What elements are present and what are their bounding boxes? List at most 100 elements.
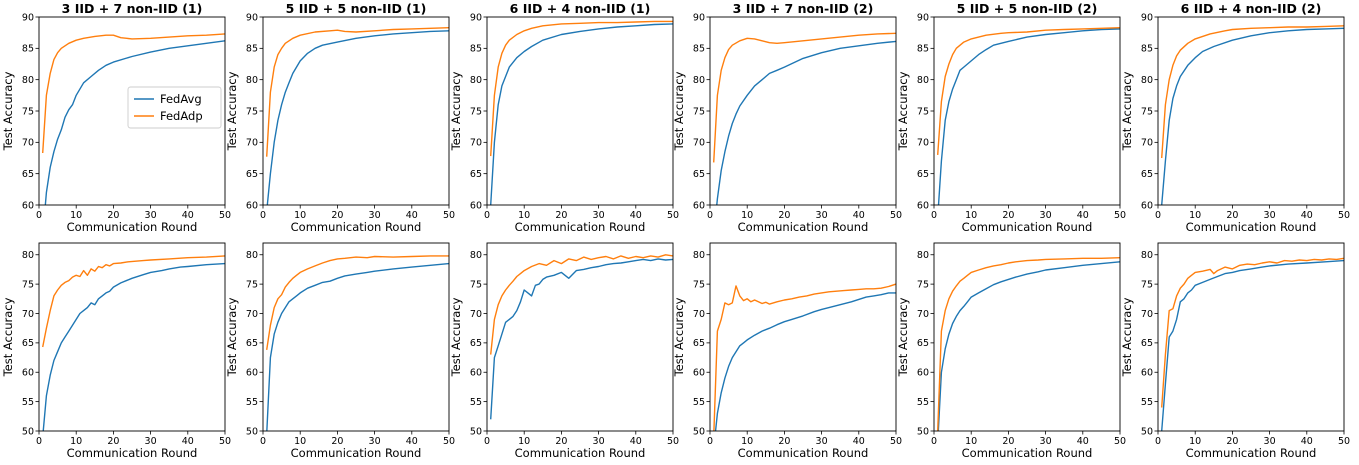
x-axis-label: Communication Round [738,220,869,234]
x-tick-label: 40 [182,210,194,221]
series-line-fedavg [714,292,896,431]
y-tick-label: 80 [470,75,482,86]
panel-3: 0 10 20 30 40 50 60 65 70 75 80 85 90 6 IID + 4 non-I… [449,1,679,234]
y-tick-label: 60 [917,368,929,379]
x-tick-label: 0 [707,436,713,447]
y-tick-label: 65 [917,169,929,180]
x-tick-label: 50 [443,436,455,447]
x-tick-label: 30 [1040,210,1052,221]
x-tick-label: 0 [931,210,937,221]
series-line-fedavg [490,258,673,420]
y-tick-label: 50 [246,426,258,437]
series-line-fedadp [937,257,1120,431]
x-axis-label: Communication Round [1186,446,1317,460]
series-line-fedadp [713,32,896,163]
panel-5: 0 10 20 30 40 50 60 65 70 75 80 85 90 5 IID + 5 non-I… [896,1,1126,234]
y-tick-label: 85 [1141,44,1153,55]
panel-10: 0 10 20 30 40 50 50 55 60 65 70 75 80 Communication R… [672,242,902,460]
x-tick-label: 40 [853,436,865,447]
y-tick-label: 70 [917,309,929,320]
x-tick-label: 50 [1114,210,1126,221]
y-tick-label: 90 [246,12,258,23]
y-tick-label: 60 [1141,200,1153,211]
legend-box [127,86,222,129]
x-tick-label: 40 [406,210,418,221]
y-tick-label: 65 [470,338,482,349]
x-tick-label: 30 [369,210,381,221]
series-line-fedavg [266,262,449,431]
y-tick-label: 75 [470,106,482,117]
y-tick-label: 70 [470,138,482,149]
y-tick-label: 70 [470,309,482,320]
x-tick-label: 50 [219,436,231,447]
y-axis-label: Test Accuracy [1,297,15,377]
y-tick-label: 80 [1141,250,1153,261]
x-tick-label: 30 [145,210,157,221]
y-tick-label: 85 [22,44,34,55]
x-tick-label: 20 [107,436,119,447]
x-tick-label: 20 [555,210,567,221]
x-tick-label: 30 [593,210,605,221]
y-tick-label: 60 [693,200,705,211]
x-tick-label: 50 [1338,436,1350,447]
y-tick-label: 65 [693,169,705,180]
x-tick-label: 0 [260,210,266,221]
y-tick-label: 85 [246,44,258,55]
x-tick-label: 50 [1114,436,1126,447]
y-tick-label: 55 [1141,397,1153,408]
y-tick-label: 90 [470,12,482,23]
panel-6: 0 10 20 30 40 50 60 65 70 75 80 85 90 6 IID + 4 non-I… [1120,1,1350,234]
legend: FedAvg FedAdp [127,86,222,129]
series-line-fedadp [42,33,225,154]
y-tick-label: 80 [22,75,34,86]
plot-frame [933,242,1121,432]
y-tick-label: 80 [917,250,929,261]
x-tick-label: 50 [890,436,902,447]
series-line-fedadp [266,27,449,157]
series-line-fedavg [937,261,1120,431]
series-line-fedavg [42,262,225,431]
x-tick-label: 20 [1002,210,1014,221]
plot-frame [933,16,1121,206]
x-tick-label: 10 [294,210,306,221]
y-tick-label: 85 [917,44,929,55]
panel-title: 3 IID + 7 non-IID (2) [733,1,874,16]
y-axis-label: Test Accuracy [1120,71,1134,151]
x-tick-label: 20 [555,436,567,447]
series-line-fedavg [937,28,1120,205]
x-tick-label: 30 [593,436,605,447]
series-line-fedavg [44,40,225,205]
x-tick-label: 20 [1002,436,1014,447]
x-tick-label: 20 [331,210,343,221]
y-tick-label: 65 [693,338,705,349]
y-axis-label: Test Accuracy [672,71,686,151]
y-tick-label: 60 [22,200,34,211]
y-tick-label: 50 [917,426,929,437]
series-line-fedavg [1161,27,1344,205]
y-tick-label: 65 [1141,169,1153,180]
panel-title: 6 IID + 4 non-IID (2) [1181,1,1322,16]
y-tick-label: 65 [246,169,258,180]
y-tick-label: 55 [917,397,929,408]
x-tick-label: 10 [294,436,306,447]
y-tick-label: 65 [246,338,258,349]
panel-title: 5 IID + 5 non-IID (2) [957,1,1098,16]
x-tick-label: 0 [1155,436,1161,447]
x-tick-label: 40 [406,436,418,447]
y-tick-label: 75 [246,279,258,290]
x-tick-label: 10 [741,436,753,447]
y-axis-label: Test Accuracy [449,71,463,151]
y-tick-label: 60 [22,368,34,379]
y-tick-label: 75 [246,106,258,117]
x-tick-label: 20 [1226,436,1238,447]
y-tick-label: 70 [22,138,34,149]
y-axis-label: Test Accuracy [896,297,910,377]
series-line-fedavg [1161,259,1344,431]
y-tick-label: 55 [22,397,34,408]
panel-9: 0 10 20 30 40 50 50 55 60 65 70 75 80 Communication R… [449,242,679,460]
x-tick-label: 20 [778,210,790,221]
y-tick-label: 70 [917,138,929,149]
y-tick-label: 85 [693,44,705,55]
x-axis-label: Communication Round [291,220,422,234]
